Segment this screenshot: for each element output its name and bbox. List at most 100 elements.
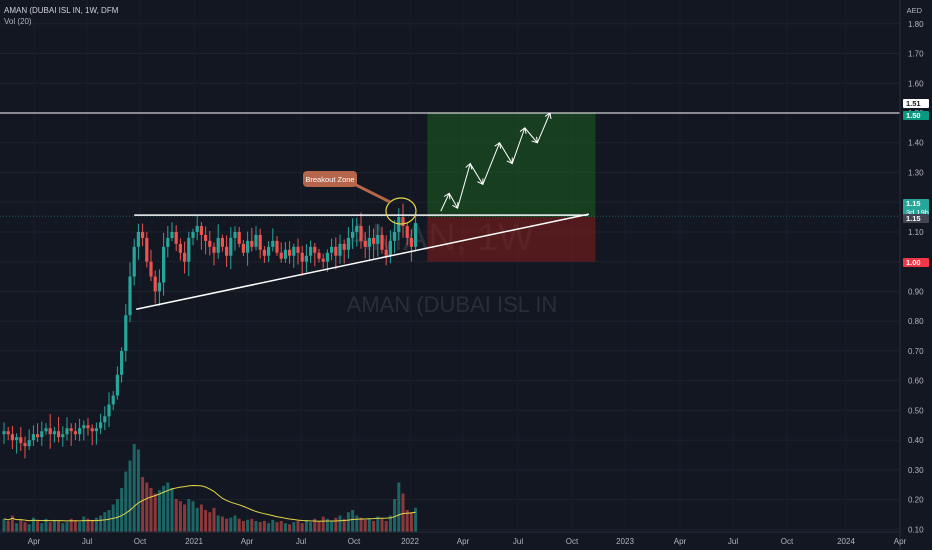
candle [237, 226, 241, 248]
candle [115, 366, 119, 400]
volume-bar [86, 518, 90, 532]
price-tag-label: 1.51 [906, 99, 921, 108]
candle [15, 433, 19, 454]
candle-body [157, 282, 161, 292]
candle-body [317, 252, 321, 259]
volume-bar [233, 515, 237, 532]
volume-bar [397, 482, 401, 532]
candle-body [296, 246, 300, 253]
candle [199, 221, 203, 250]
candle-body [325, 252, 329, 262]
candle [346, 227, 350, 259]
candle-body [380, 234, 384, 250]
candle [292, 243, 296, 268]
y-tick-label: 0.90 [908, 287, 924, 296]
candle [296, 238, 300, 265]
volume-bar [250, 518, 254, 532]
candle [325, 249, 329, 272]
candle [405, 222, 409, 246]
candle-body [367, 237, 371, 247]
x-tick-label: Apr [241, 537, 254, 546]
price-tag-label: 1.50 [906, 111, 921, 120]
candle [120, 347, 124, 383]
candle [367, 225, 371, 261]
candle-body [19, 437, 23, 444]
candle-body [376, 234, 380, 244]
target-zone [427, 113, 596, 218]
volume-bar [82, 516, 86, 532]
candle-body [397, 217, 401, 232]
volume-bar [279, 521, 283, 532]
candle-body [94, 428, 98, 432]
volume-bar [183, 504, 187, 532]
volume-bar [258, 522, 262, 532]
volume-bar [380, 518, 384, 532]
volume-bar [355, 515, 359, 532]
candle [157, 269, 161, 306]
candle-body [86, 425, 90, 429]
volume-bar [153, 493, 157, 532]
volume-bar [296, 521, 300, 532]
candle [27, 429, 31, 450]
candle [132, 238, 136, 286]
volume-bar [292, 522, 296, 532]
candle [393, 220, 397, 254]
candle [136, 223, 140, 260]
candle-body [229, 237, 233, 256]
candle [283, 242, 287, 263]
candle [246, 231, 250, 266]
candle [204, 226, 208, 255]
x-tick-label: Jul [296, 537, 306, 546]
volume-bar [36, 521, 40, 532]
volume-bar [120, 488, 124, 532]
candle-body [132, 246, 136, 277]
candle [271, 228, 275, 252]
candle [355, 217, 359, 247]
candle [359, 212, 363, 249]
candle-body [36, 434, 40, 438]
candle [334, 237, 338, 270]
y-tick-label: 0.10 [908, 525, 924, 534]
volume-bar [401, 493, 405, 532]
volume-bar [115, 499, 119, 532]
volume-bar [388, 515, 392, 532]
symbol-title[interactable]: AMAN (DUBAI ISL IN, 1W, DFM [4, 6, 119, 15]
candle [174, 225, 178, 252]
candle-body [258, 234, 262, 250]
candle [2, 422, 6, 444]
candle [304, 244, 308, 273]
volume-indicator-label[interactable]: Vol (20) [4, 17, 32, 26]
candle-body [195, 226, 199, 232]
candle-body [388, 240, 392, 256]
volume-bar [103, 512, 107, 532]
stop-zone [427, 217, 596, 262]
projection-segment [448, 193, 459, 209]
candle-body [250, 240, 254, 247]
candle-body [187, 237, 191, 262]
volume-bar [313, 518, 317, 532]
candle-body [115, 374, 119, 396]
volume-bar [124, 471, 128, 532]
x-tick-label: Apr [894, 537, 907, 546]
candle-body [90, 428, 94, 432]
candle [225, 235, 229, 268]
candle-body [212, 246, 216, 253]
volume-bar [216, 515, 220, 532]
volume-bar [267, 523, 271, 532]
x-tick-label: 2022 [401, 537, 419, 546]
candle [145, 231, 149, 268]
candle [401, 203, 405, 238]
candle [317, 248, 321, 263]
volume-bar [78, 522, 82, 532]
volume-bar [174, 499, 178, 532]
volume-bar [145, 482, 149, 532]
candle-body [61, 434, 65, 438]
volume-bar [363, 519, 367, 532]
projection-segment [511, 127, 526, 164]
y-tick-label: 1.60 [908, 79, 924, 88]
candle [99, 413, 103, 435]
volume-bar [317, 521, 321, 532]
candle [19, 427, 23, 451]
candle [309, 240, 313, 264]
